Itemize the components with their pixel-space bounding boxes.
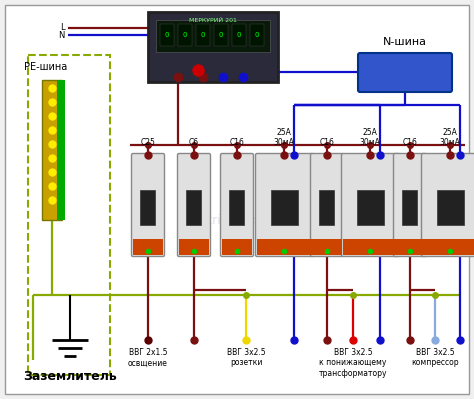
Text: 25А
30мА: 25А 30мА <box>439 128 460 147</box>
Text: 0: 0 <box>219 32 223 38</box>
Text: С16: С16 <box>402 138 418 147</box>
Text: ВВГ 3х2.5
компрессор: ВВГ 3х2.5 компрессор <box>411 348 459 367</box>
Bar <box>343 239 398 255</box>
FancyBboxPatch shape <box>310 154 344 257</box>
Text: elektrikschkola.ru: elektrikschkola.ru <box>182 213 292 227</box>
Text: МЕРКУРИЙ 201: МЕРКУРИЙ 201 <box>189 18 237 23</box>
Text: 0: 0 <box>165 32 169 38</box>
Text: ВВГ 2х1.5
освщение: ВВГ 2х1.5 освщение <box>128 348 168 367</box>
Bar <box>229 190 245 225</box>
FancyBboxPatch shape <box>341 154 400 257</box>
Text: С6: С6 <box>189 138 199 147</box>
Bar <box>257 239 312 255</box>
FancyBboxPatch shape <box>177 154 210 257</box>
Text: 25А
30мА: 25А 30мА <box>273 128 294 147</box>
Bar <box>232 24 246 46</box>
FancyBboxPatch shape <box>358 53 452 92</box>
Bar <box>222 239 252 255</box>
Text: N: N <box>59 30 65 40</box>
Text: С16: С16 <box>319 138 335 147</box>
Text: ВВГ 3х2.5
к понижающему
трансформатору: ВВГ 3х2.5 к понижающему трансформатору <box>319 348 387 378</box>
Bar <box>179 239 209 255</box>
Text: 0: 0 <box>237 32 241 38</box>
Bar <box>437 190 464 225</box>
Text: Заземлитель: Заземлитель <box>23 370 117 383</box>
Bar <box>196 24 210 46</box>
Bar <box>357 190 384 225</box>
Bar <box>423 239 474 255</box>
Bar <box>57 80 65 220</box>
Text: 0: 0 <box>255 32 259 38</box>
Bar <box>214 24 228 46</box>
FancyBboxPatch shape <box>393 154 427 257</box>
Bar <box>186 190 201 225</box>
Bar <box>178 24 192 46</box>
Bar <box>160 24 174 46</box>
Bar <box>28 55 110 375</box>
Bar <box>156 20 270 51</box>
FancyBboxPatch shape <box>255 154 313 257</box>
Bar <box>312 239 342 255</box>
Bar <box>42 80 62 220</box>
Bar <box>271 190 298 225</box>
Text: N-шина: N-шина <box>383 37 427 47</box>
Bar <box>395 239 425 255</box>
Text: PE-шина: PE-шина <box>24 62 67 72</box>
Bar <box>402 190 418 225</box>
Text: ВВГ 3х2.5
розетки: ВВГ 3х2.5 розетки <box>227 348 265 367</box>
FancyBboxPatch shape <box>131 154 164 257</box>
Bar <box>148 12 278 82</box>
FancyBboxPatch shape <box>220 154 254 257</box>
Text: 0: 0 <box>201 32 205 38</box>
Bar <box>250 24 264 46</box>
Bar <box>140 190 155 225</box>
Bar <box>319 190 335 225</box>
Text: L: L <box>60 24 65 32</box>
Text: С16: С16 <box>229 138 245 147</box>
Text: 25А
30мА: 25А 30мА <box>360 128 381 147</box>
Text: С25: С25 <box>141 138 155 147</box>
Bar <box>133 239 163 255</box>
Text: 0: 0 <box>183 32 187 38</box>
FancyBboxPatch shape <box>421 154 474 257</box>
